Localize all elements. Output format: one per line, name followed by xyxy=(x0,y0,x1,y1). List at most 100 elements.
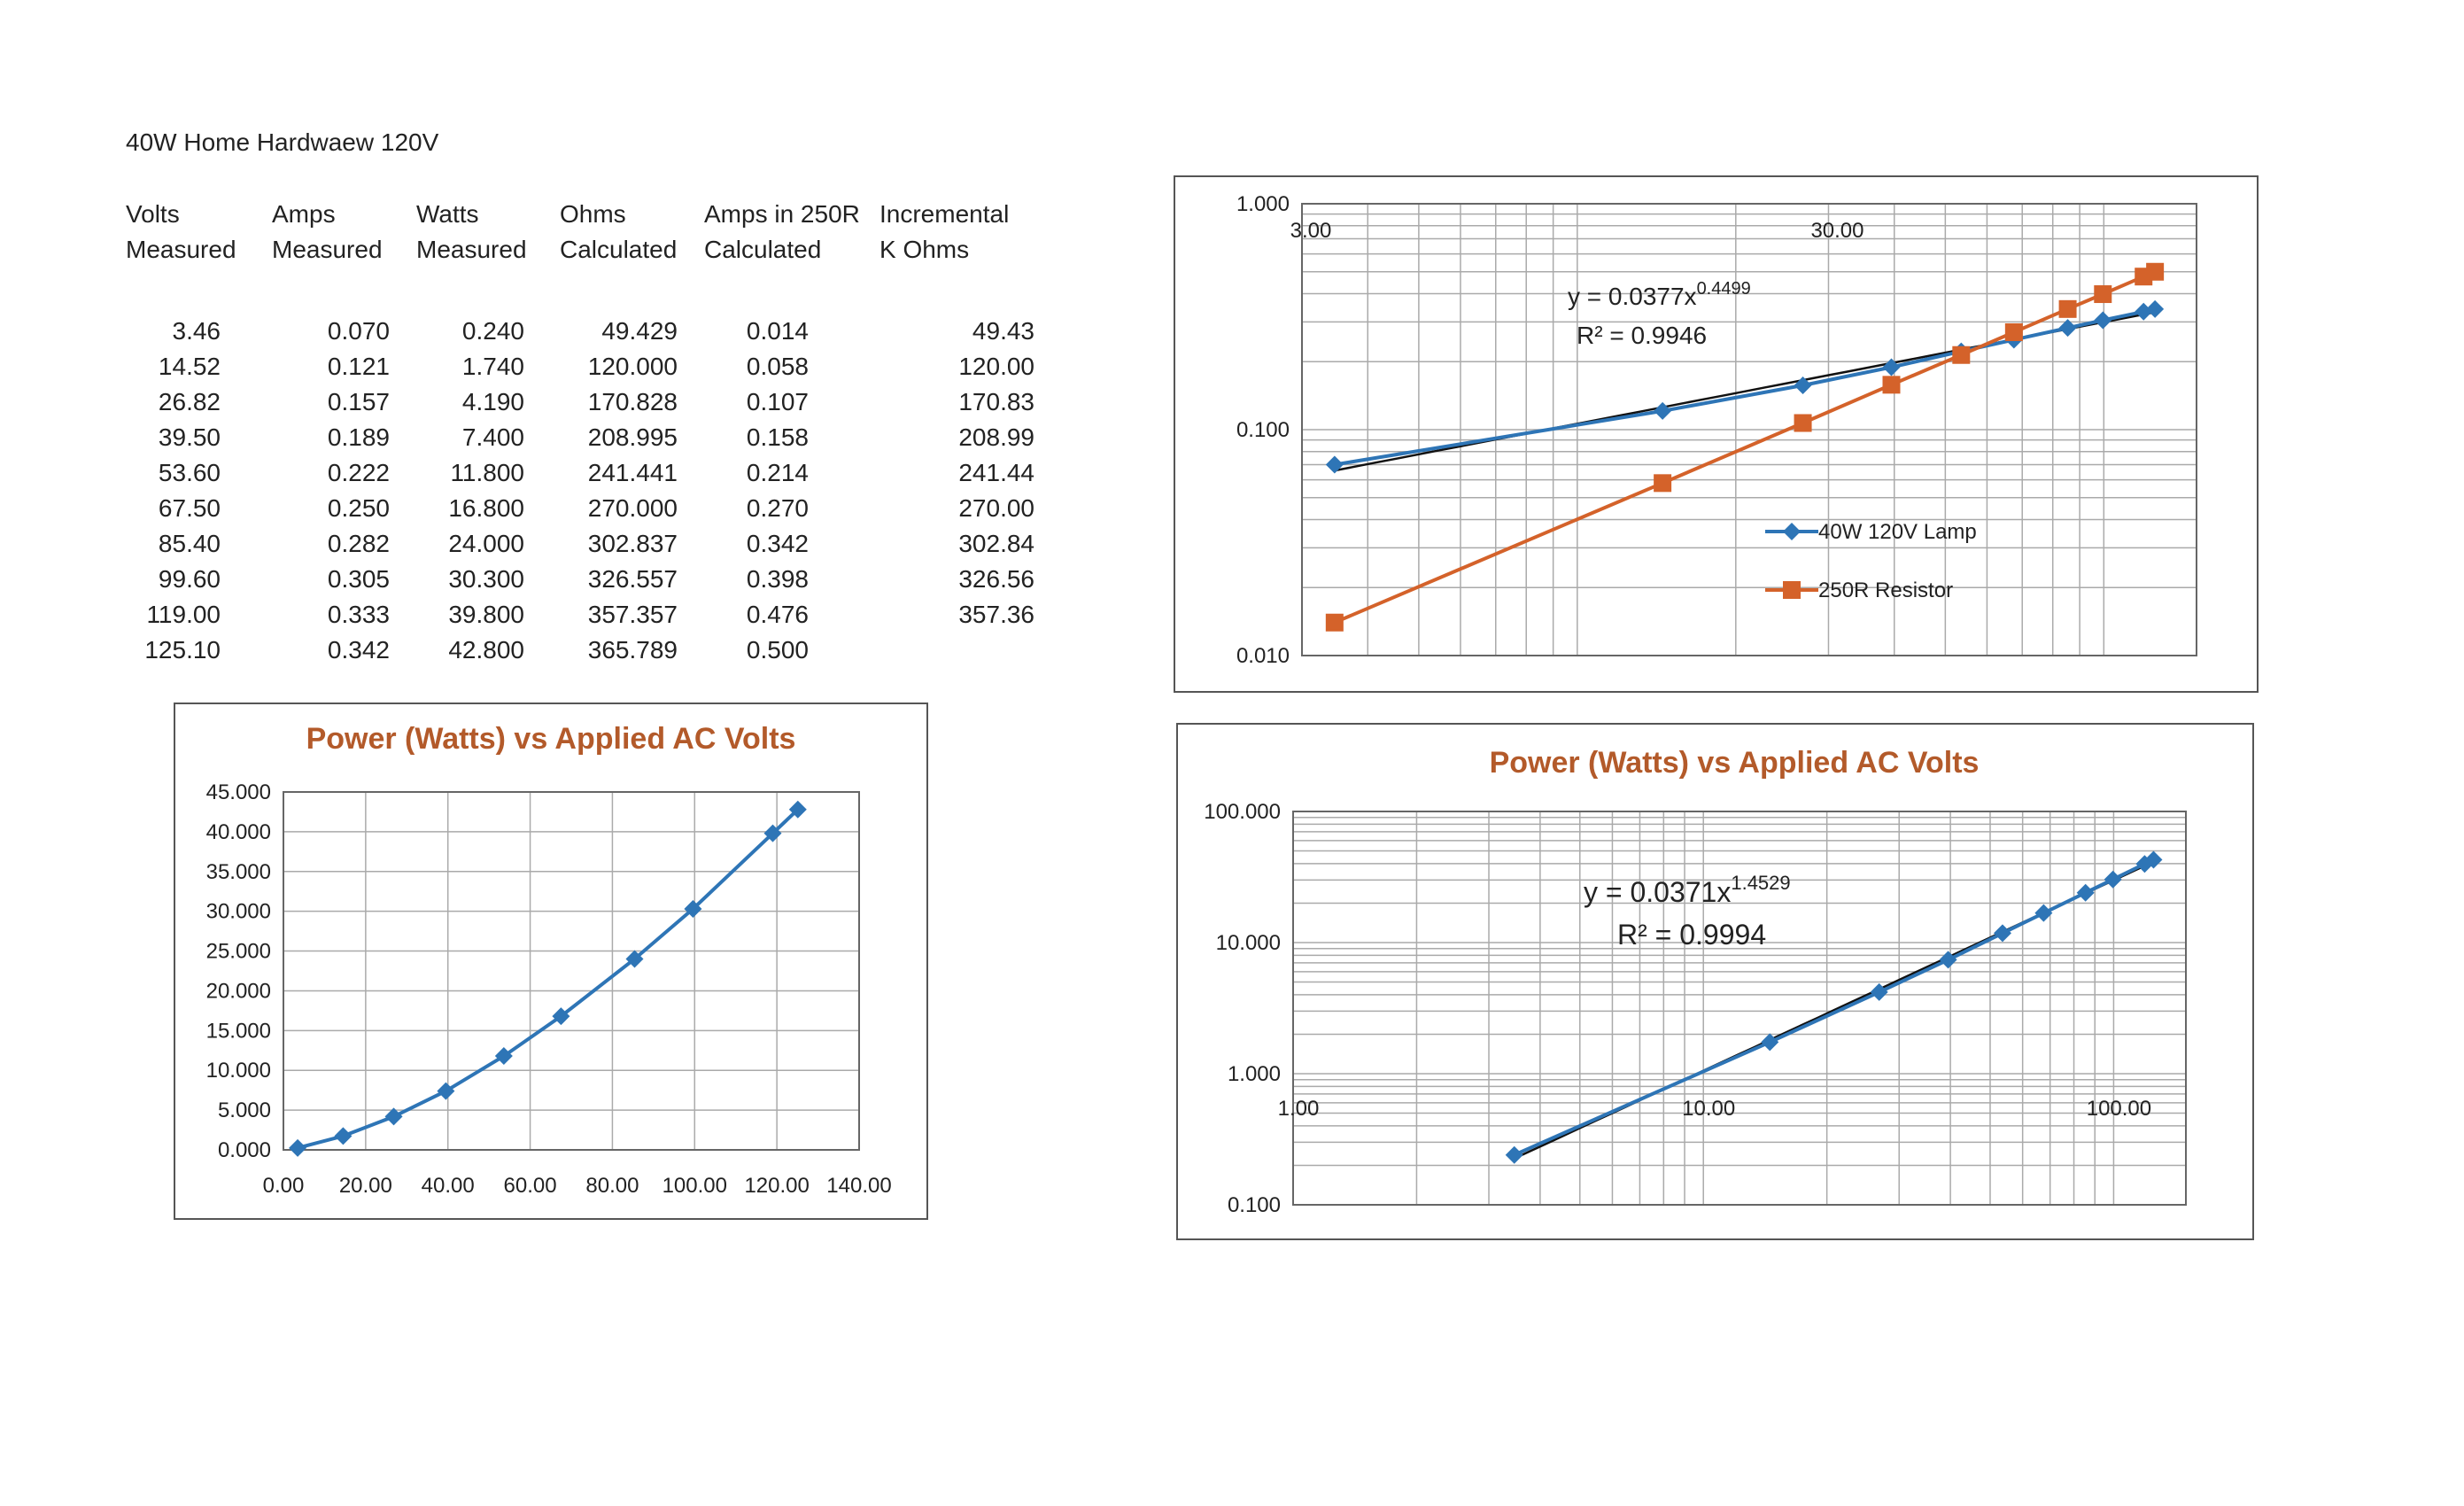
data-point xyxy=(2094,285,2112,304)
cell-volts: 26.82 xyxy=(158,388,221,415)
cell-incremental-kohms: 120.00 xyxy=(958,353,1034,380)
x-tick-label: 120.00 xyxy=(744,1174,809,1198)
data-point xyxy=(684,899,702,918)
cell-incremental-kohms: 326.56 xyxy=(958,565,1034,593)
r-squared-label: R² = 0.9994 xyxy=(1617,919,1766,951)
series-line xyxy=(1513,858,2155,1157)
power-vs-volts-loglog-chart: Power (Watts) vs Applied AC Volts 1.00 10… xyxy=(1176,723,2254,1240)
cell-volts: 14.52 xyxy=(158,353,221,380)
x-tick-label: 20.00 xyxy=(339,1174,392,1198)
y-tick-label: 10.000 xyxy=(1216,931,1281,955)
table-row: 85.40 0.282 24.000 302.837 0.342 302.84 xyxy=(126,526,1034,562)
data-point xyxy=(2146,262,2165,281)
data-point xyxy=(2058,299,2077,318)
current-vs-volts-loglog-chart: 3.00 30.00 0.010 0.100 1.000 y = 0.0377x0.44… xyxy=(1174,175,2259,693)
table-row: 3.46 0.070 0.240 49.429 0.014 49.43 xyxy=(126,314,1035,349)
plot-area xyxy=(1301,203,2197,656)
data-point xyxy=(334,1127,353,1145)
cell-volts: 67.50 xyxy=(158,494,221,522)
data-point xyxy=(1325,613,1344,632)
r-squared-label: R² = 0.9946 xyxy=(1577,322,1707,349)
data-point xyxy=(289,1138,307,1157)
data-point xyxy=(763,824,782,842)
cell-amps: 0.250 xyxy=(327,494,390,522)
col-header-incremental: Incremental K Ohms xyxy=(879,200,1010,263)
cell-watts: 30.300 xyxy=(448,565,524,593)
y-tick-label: 45.000 xyxy=(206,780,271,804)
y-tick-label: 100.000 xyxy=(1204,800,1281,824)
data-point xyxy=(1939,951,1957,969)
x-tick-label: 0.00 xyxy=(263,1174,305,1198)
x-tick-label: 100.00 xyxy=(662,1174,727,1198)
y-tick-label: 0.100 xyxy=(1236,418,1290,442)
cell-watts: 39.800 xyxy=(448,601,524,628)
data-point xyxy=(788,800,807,819)
trendline-equation: y = 0.0377x0.4499 xyxy=(1568,279,1751,310)
measurement-table: Volts Measured Amps Measured Watts Measured… xyxy=(126,197,1034,668)
cell-amps-250r: 0.158 xyxy=(746,423,809,451)
cell-ohms: 357.357 xyxy=(587,601,678,628)
x-tick-label: 40.00 xyxy=(422,1174,475,1198)
col-header-watts: Watts Measured xyxy=(416,200,527,263)
table-row: 14.52 0.121 1.740 120.000 0.058 120.00 xyxy=(126,349,1034,384)
table-row: 125.10 0.342 42.800 365.789 0.500 xyxy=(126,633,1034,668)
cell-watts: 4.190 xyxy=(461,388,524,415)
x-tick-label: 140.00 xyxy=(826,1174,891,1198)
cell-watts: 11.800 xyxy=(450,459,524,486)
y-tick-label: 0.010 xyxy=(1236,644,1290,668)
cell-amps-250r: 0.500 xyxy=(746,636,809,664)
x-tick-label: 80.00 xyxy=(585,1174,639,1198)
cell-volts: 85.40 xyxy=(158,530,221,557)
x-tick-label: 10.00 xyxy=(1682,1097,1735,1121)
data-point xyxy=(1993,924,2011,943)
cell-volts: 125.10 xyxy=(144,636,221,664)
data-point xyxy=(2058,319,2077,338)
x-tick-label: 60.00 xyxy=(504,1174,557,1198)
table-row: 99.60 0.305 30.300 326.557 0.398 326.56 xyxy=(126,562,1034,597)
data-point xyxy=(1882,358,1901,376)
cell-amps: 0.282 xyxy=(327,530,390,557)
data-point xyxy=(1952,345,1971,364)
cell-amps: 0.121 xyxy=(327,353,390,380)
series-line xyxy=(1334,269,2156,625)
cell-watts: 42.800 xyxy=(448,636,524,664)
data-point xyxy=(1654,401,1672,420)
data-point xyxy=(1505,1145,1523,1164)
data-point xyxy=(2094,311,2112,330)
y-tick-label: 35.000 xyxy=(206,860,271,884)
cell-amps: 0.333 xyxy=(327,601,390,628)
col-header-amps-250r: Amps in 250R Calculated xyxy=(704,200,860,263)
y-tick-label: 0.000 xyxy=(218,1138,271,1162)
x-tick-label: 100.00 xyxy=(2087,1097,2151,1121)
chart-frame xyxy=(174,703,928,1220)
cell-ohms: 170.828 xyxy=(587,388,678,415)
cell-ohms: 120.000 xyxy=(587,353,678,380)
cell-incremental-kohms: 170.83 xyxy=(958,388,1034,415)
plot-area xyxy=(1292,811,2187,1206)
cell-volts: 53.60 xyxy=(158,459,221,486)
y-tick-label: 0.100 xyxy=(1228,1193,1281,1217)
data-point xyxy=(2104,870,2122,889)
data-point xyxy=(494,1047,513,1066)
plot-area xyxy=(283,791,860,1151)
cell-amps: 0.305 xyxy=(327,565,390,593)
cell-amps: 0.222 xyxy=(327,459,390,486)
cell-watts: 0.240 xyxy=(461,317,524,345)
legend-square-icon xyxy=(1783,581,1801,599)
cell-amps: 0.189 xyxy=(327,423,390,451)
y-tick-label: 30.000 xyxy=(206,900,271,924)
cell-amps-250r: 0.058 xyxy=(746,353,809,380)
trendline-equation: y = 0.0371x1.4529 xyxy=(1584,872,1791,908)
x-tick-label: 30.00 xyxy=(1810,219,1863,243)
data-point xyxy=(1870,982,1888,1001)
data-point xyxy=(1761,1033,1779,1052)
x-tick-label: 1.00 xyxy=(1278,1097,1320,1121)
legend-label: 40W 120V Lamp xyxy=(1818,520,1977,544)
cell-ohms: 365.789 xyxy=(587,636,678,664)
cell-amps-250r: 0.270 xyxy=(746,494,809,522)
data-point xyxy=(2076,883,2095,902)
col-header-amps: Amps Measured xyxy=(272,200,383,263)
y-tick-label: 5.000 xyxy=(218,1098,271,1122)
cell-volts: 119.00 xyxy=(146,601,221,628)
chart-title: Power (Watts) vs Applied AC Volts xyxy=(1490,746,1980,780)
